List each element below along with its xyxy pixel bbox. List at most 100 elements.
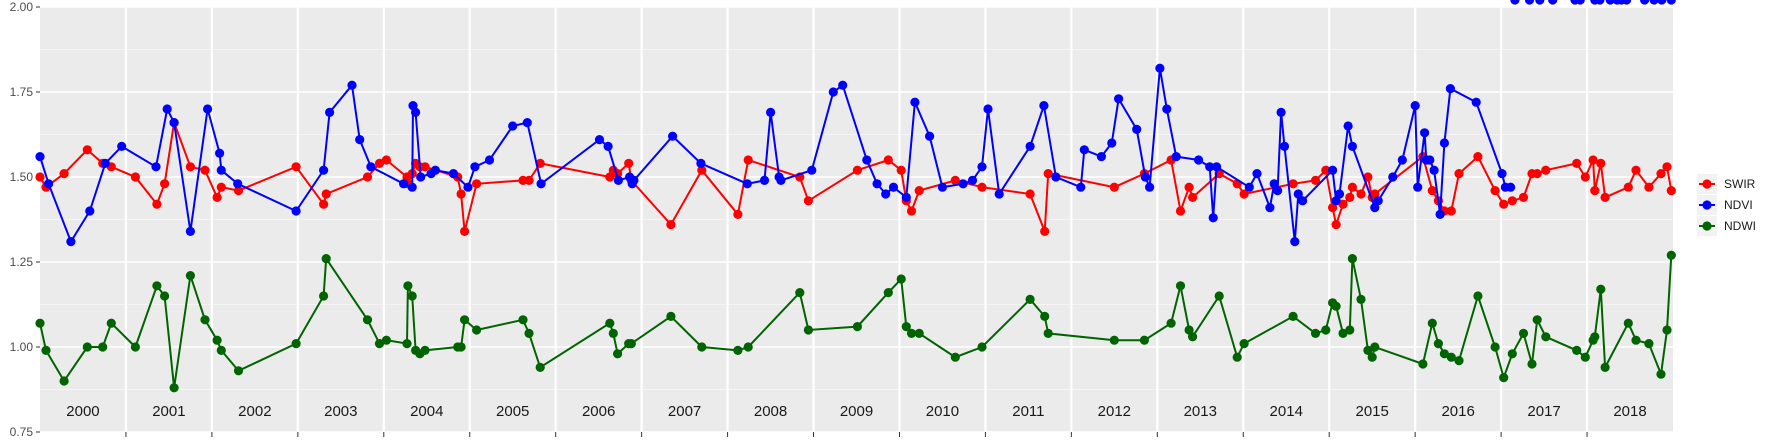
year-label: 2013	[1184, 403, 1217, 420]
ndwi-point	[626, 339, 636, 349]
ndvi-point	[1212, 162, 1222, 172]
swir-point	[1490, 186, 1500, 196]
ndvi-point	[1439, 138, 1449, 148]
y-tick-label: 0.75	[10, 425, 34, 439]
swir-point	[1656, 169, 1666, 179]
swir-point	[906, 206, 917, 216]
swir-point	[1588, 155, 1598, 165]
ndvi-point	[1298, 196, 1308, 206]
ndvi-point	[1413, 182, 1423, 192]
ndwi-point	[212, 335, 222, 345]
ndvi-point	[470, 162, 480, 172]
ndwi-point	[160, 291, 170, 301]
ndvi-point	[1076, 182, 1086, 192]
ndwi-point	[883, 288, 893, 298]
ndwi-point	[733, 345, 743, 355]
ndwi-point	[1166, 318, 1176, 328]
swir-point	[319, 199, 329, 209]
ndvi-point	[1388, 172, 1398, 182]
swir-point	[733, 209, 743, 219]
ndvi-point	[766, 107, 776, 117]
ndvi-point	[536, 179, 546, 189]
ndwi-point	[98, 342, 108, 352]
swir-point	[1590, 186, 1600, 196]
swir-point	[1040, 226, 1050, 236]
ndvi-point	[1051, 172, 1061, 182]
ndwi-point	[743, 342, 753, 352]
ndwi-point	[914, 328, 924, 338]
ndwi-point	[524, 328, 534, 338]
swir-point	[883, 155, 893, 165]
swir-point	[852, 165, 863, 175]
swir-point	[977, 182, 987, 192]
swir-point	[1184, 182, 1194, 192]
swir-point	[1328, 203, 1338, 213]
ndvi-point	[696, 158, 706, 168]
ndwi-point	[1631, 335, 1641, 345]
ndwi-point	[1239, 339, 1249, 349]
ndwi-point	[1518, 328, 1529, 338]
ndvi-point	[629, 175, 639, 185]
swir-point	[1427, 186, 1437, 196]
swir-point	[381, 155, 391, 165]
ndvi-point	[1140, 172, 1150, 182]
year-label: 2008	[754, 403, 787, 420]
ndwi-point	[1321, 325, 1331, 335]
ndvi-point	[1334, 189, 1345, 199]
swir-point	[152, 199, 162, 209]
ndwi-point	[1527, 359, 1537, 369]
swir-point	[1310, 175, 1321, 185]
swir-point	[1188, 192, 1198, 202]
ndvi-point	[1506, 182, 1516, 192]
ndwi-point	[1644, 339, 1654, 349]
year-label: 2018	[1613, 403, 1646, 420]
ndwi-point	[152, 281, 162, 291]
ndvi-point	[776, 175, 786, 185]
swir-point	[624, 158, 634, 168]
ndvi-point	[1524, 0, 1535, 5]
ndvi-point	[862, 155, 872, 165]
swir-point	[1532, 169, 1542, 179]
swir-point	[914, 186, 924, 196]
ndwi-point	[1433, 339, 1443, 349]
swir-point	[362, 172, 373, 182]
ndvi-point	[1265, 203, 1275, 213]
legend-label: SWIR	[1724, 177, 1756, 191]
ndwi-point	[1662, 325, 1672, 335]
legend-key-point	[1702, 221, 1712, 231]
swir-point	[1356, 189, 1366, 199]
swir-point	[1347, 182, 1357, 192]
ndvi-point	[1328, 165, 1338, 175]
ndvi-point	[215, 148, 225, 158]
ndwi-point	[1310, 328, 1321, 338]
year-label: 2003	[324, 403, 357, 420]
ndwi-point	[59, 376, 69, 386]
ndvi-point	[1171, 152, 1181, 162]
ndvi-point	[325, 107, 335, 117]
ndvi-point	[162, 104, 172, 114]
swir-point	[185, 162, 195, 172]
ndwi-point	[896, 274, 906, 284]
swir-point	[1338, 199, 1348, 209]
ndwi-point	[666, 311, 676, 321]
ndvi-point	[1575, 0, 1585, 5]
ndvi-point	[319, 165, 329, 175]
ndvi-point	[1096, 152, 1106, 162]
ndvi-point	[484, 155, 495, 165]
ndvi-point	[1657, 0, 1667, 5]
swir-point	[605, 172, 615, 182]
swir-point	[82, 145, 92, 155]
ndwi-point	[1600, 362, 1610, 372]
ndvi-point	[1114, 94, 1124, 104]
swir-point	[1596, 158, 1606, 168]
year-label: 2017	[1527, 403, 1560, 420]
ndvi-point	[1279, 141, 1290, 151]
swir-point	[524, 175, 534, 185]
ndvi-point	[407, 182, 417, 192]
ndvi-point	[967, 175, 978, 185]
year-label: 2002	[238, 403, 271, 420]
year-label: 2012	[1098, 403, 1131, 420]
ndvi-point	[44, 179, 54, 189]
swir-point	[291, 162, 301, 172]
ndwi-point	[420, 345, 430, 355]
